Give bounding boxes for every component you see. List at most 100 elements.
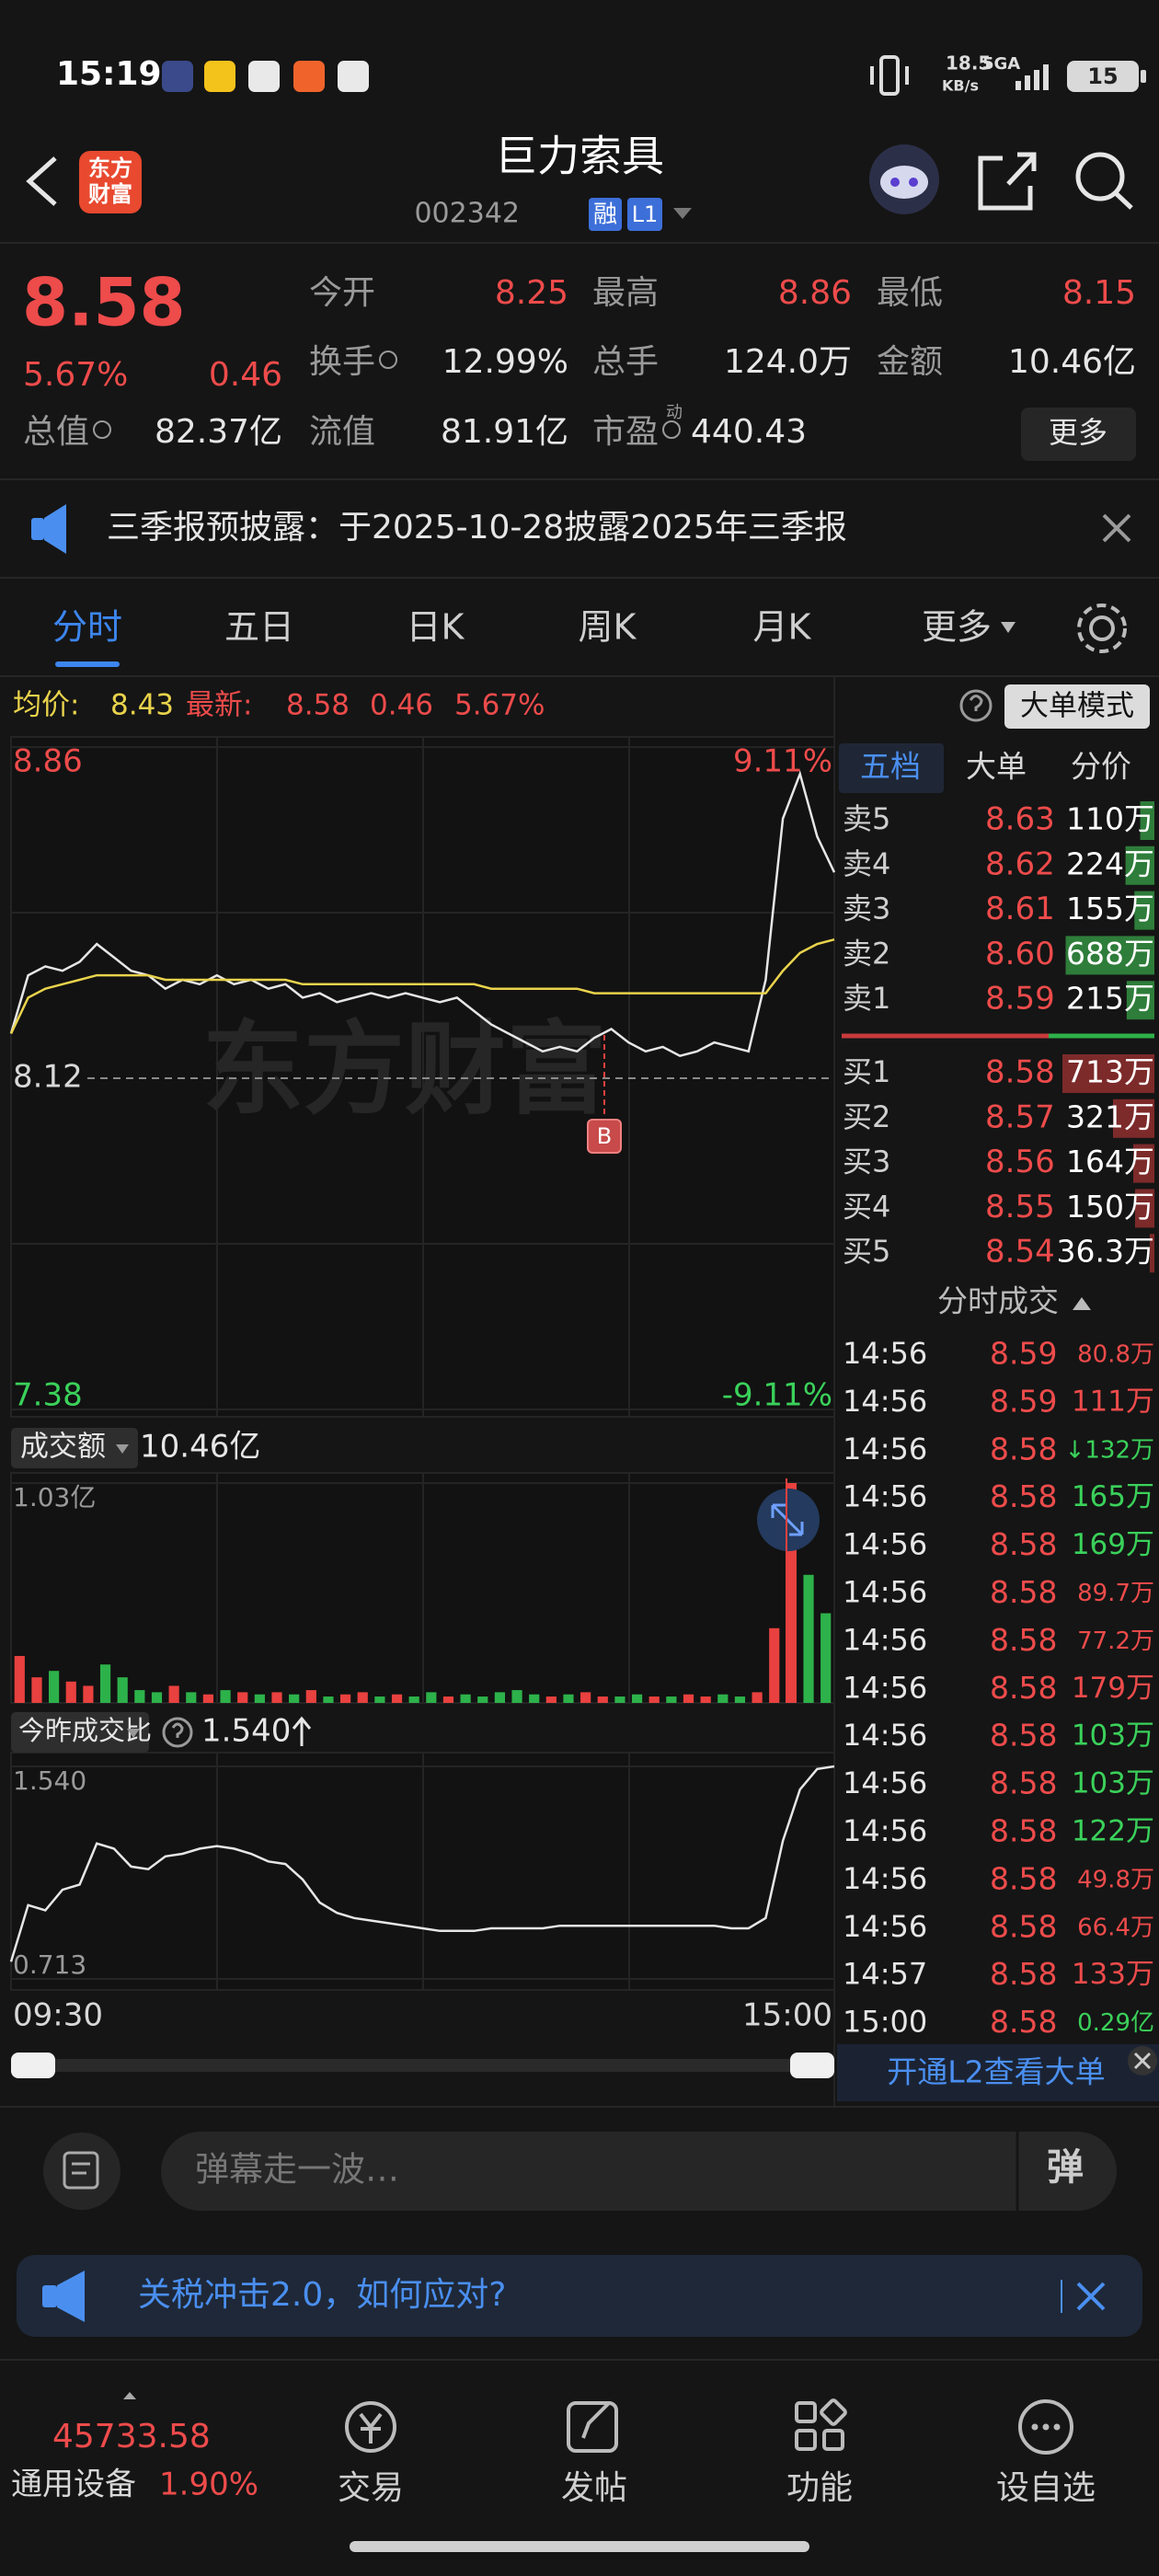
panel-tab[interactable]: 大单 <box>966 749 1027 785</box>
trade-time: 14:56 <box>843 1861 927 1896</box>
trade-time: 14:56 <box>843 1527 927 1562</box>
vibrate-icon <box>870 55 909 96</box>
volume-bar <box>460 1694 471 1703</box>
volume-bar <box>614 1696 625 1703</box>
volume-bar <box>442 1696 454 1703</box>
tab[interactable]: 分时 <box>52 607 122 648</box>
network-type: 5GA <box>982 54 1020 74</box>
notice-close[interactable] <box>1102 513 1131 543</box>
panel-tab[interactable]: 分价 <box>1071 749 1131 785</box>
badge-text: 融 <box>593 201 617 229</box>
index-value[interactable]: 45733.58 <box>52 2418 211 2455</box>
trade-price: 8.58 <box>990 1670 1057 1706</box>
search-icon[interactable] <box>1075 152 1133 210</box>
home-indicator <box>350 2541 809 2552</box>
assistant-icon[interactable] <box>869 144 939 214</box>
tab[interactable]: 日K <box>407 607 465 648</box>
panel-tab[interactable]: 五档 <box>860 749 921 785</box>
volume-label[interactable]: 成交额 <box>20 1431 106 1464</box>
volume-bar <box>786 1483 797 1703</box>
level-price: 8.63 <box>985 801 1055 838</box>
tab[interactable]: 更多 <box>922 607 992 648</box>
stat-value: 124.0万 <box>724 343 852 381</box>
more-button[interactable] <box>1021 408 1136 461</box>
tab[interactable]: 月K <box>753 607 812 648</box>
volume-bar <box>545 1696 557 1703</box>
level-volume: 688万 <box>1066 936 1154 972</box>
level-volume: 155万 <box>1066 891 1154 926</box>
promo-close[interactable] <box>1076 2282 1106 2311</box>
promo-text[interactable]: 关税冲击2.0，如何应对? <box>138 2276 506 2314</box>
tab[interactable]: 五日 <box>224 607 294 648</box>
badge-text: L1 <box>632 201 659 227</box>
mode-button-label[interactable]: 大单模式 <box>1020 690 1134 723</box>
volume-bar <box>31 1677 42 1703</box>
more-button-label[interactable]: 更多 <box>1049 415 1107 450</box>
scroll-track[interactable] <box>11 2059 834 2072</box>
depth-bar <box>1149 1234 1154 1273</box>
level-volume: 215万 <box>1066 981 1154 1017</box>
help-icon[interactable] <box>162 1717 193 1748</box>
l2-banner-text[interactable]: 开通L2查看大单 <box>887 2054 1105 2090</box>
time-label: 09:30 <box>13 1997 103 2034</box>
promo-banner[interactable] <box>17 2255 1142 2337</box>
volume-bar <box>477 1696 488 1703</box>
help-icon[interactable] <box>959 689 993 722</box>
watchlist-icon[interactable] <box>1018 2399 1073 2455</box>
trade-time: 14:56 <box>843 1479 927 1514</box>
index-name[interactable]: 通用设备 <box>11 2467 136 2503</box>
trade-time: 14:56 <box>843 1718 927 1753</box>
volume-bar <box>357 1692 368 1703</box>
dropdown-icon[interactable] <box>673 208 692 219</box>
volume-bar <box>803 1574 814 1703</box>
indicator-selector[interactable] <box>11 1428 138 1468</box>
volume-bar <box>254 1694 265 1703</box>
level-price: 8.55 <box>985 1189 1055 1225</box>
expand-button[interactable] <box>757 1489 820 1551</box>
share-icon[interactable] <box>978 152 1037 211</box>
stat-label: 市盈 <box>592 413 659 451</box>
notice-text[interactable]: 三季报预披露：于2025-10-28披露2025年三季报 <box>107 509 847 546</box>
level-volume: 321万 <box>1066 1098 1154 1134</box>
index-change[interactable]: 1.90% <box>159 2467 258 2503</box>
nav-label[interactable]: 设自选 <box>996 2469 1096 2507</box>
comment-placeholder[interactable]: 弹幕走一波… <box>195 2150 399 2190</box>
badge <box>589 198 622 231</box>
volume-bar <box>511 1690 522 1703</box>
mode-button[interactable] <box>1004 684 1150 729</box>
trade-volume: 122万 <box>1072 1815 1154 1848</box>
volume-bar <box>117 1677 128 1703</box>
stock-name: 巨力索具 <box>495 132 664 181</box>
y-tick-label: 0.713 <box>13 1949 86 1980</box>
level-price: 8.57 <box>985 1098 1055 1135</box>
settings-icon[interactable] <box>1077 604 1127 653</box>
y-tick-label: 1.03亿 <box>13 1482 96 1512</box>
back-button[interactable] <box>26 156 57 206</box>
speaker-icon <box>31 504 66 554</box>
trade-price: 8.58 <box>990 1431 1057 1466</box>
tab[interactable]: 周K <box>579 607 637 648</box>
l2-banner[interactable] <box>837 2044 1159 2101</box>
battery-level: 15 <box>1087 63 1118 89</box>
comment-input[interactable] <box>161 2132 1117 2211</box>
annotation-box[interactable] <box>587 1119 622 1154</box>
depth-bar <box>1126 981 1154 1020</box>
scroll-handle[interactable] <box>790 2053 834 2078</box>
function-icon[interactable] <box>795 2398 847 2451</box>
logo[interactable] <box>79 151 142 213</box>
post-icon[interactable] <box>567 2401 618 2453</box>
trade-icon[interactable] <box>345 2401 396 2453</box>
indicator-selector[interactable] <box>11 1712 149 1753</box>
logo-text: 东方 <box>88 155 132 181</box>
comment-toggle[interactable] <box>43 2133 120 2210</box>
avg-value: 8.43 <box>110 689 174 722</box>
dropdown-icon <box>1001 622 1016 633</box>
nav-label[interactable]: 功能 <box>786 2469 853 2507</box>
trades-title: 分时成交 <box>937 1283 1059 1319</box>
scroll-handle[interactable] <box>11 2053 55 2078</box>
nav-label[interactable]: 发帖 <box>561 2469 627 2507</box>
l2-close[interactable] <box>1128 2046 1157 2076</box>
level-label: 买3 <box>843 1144 890 1179</box>
danmaku-button[interactable]: 弹 <box>1047 2146 1084 2189</box>
nav-label[interactable]: 交易 <box>338 2469 404 2507</box>
